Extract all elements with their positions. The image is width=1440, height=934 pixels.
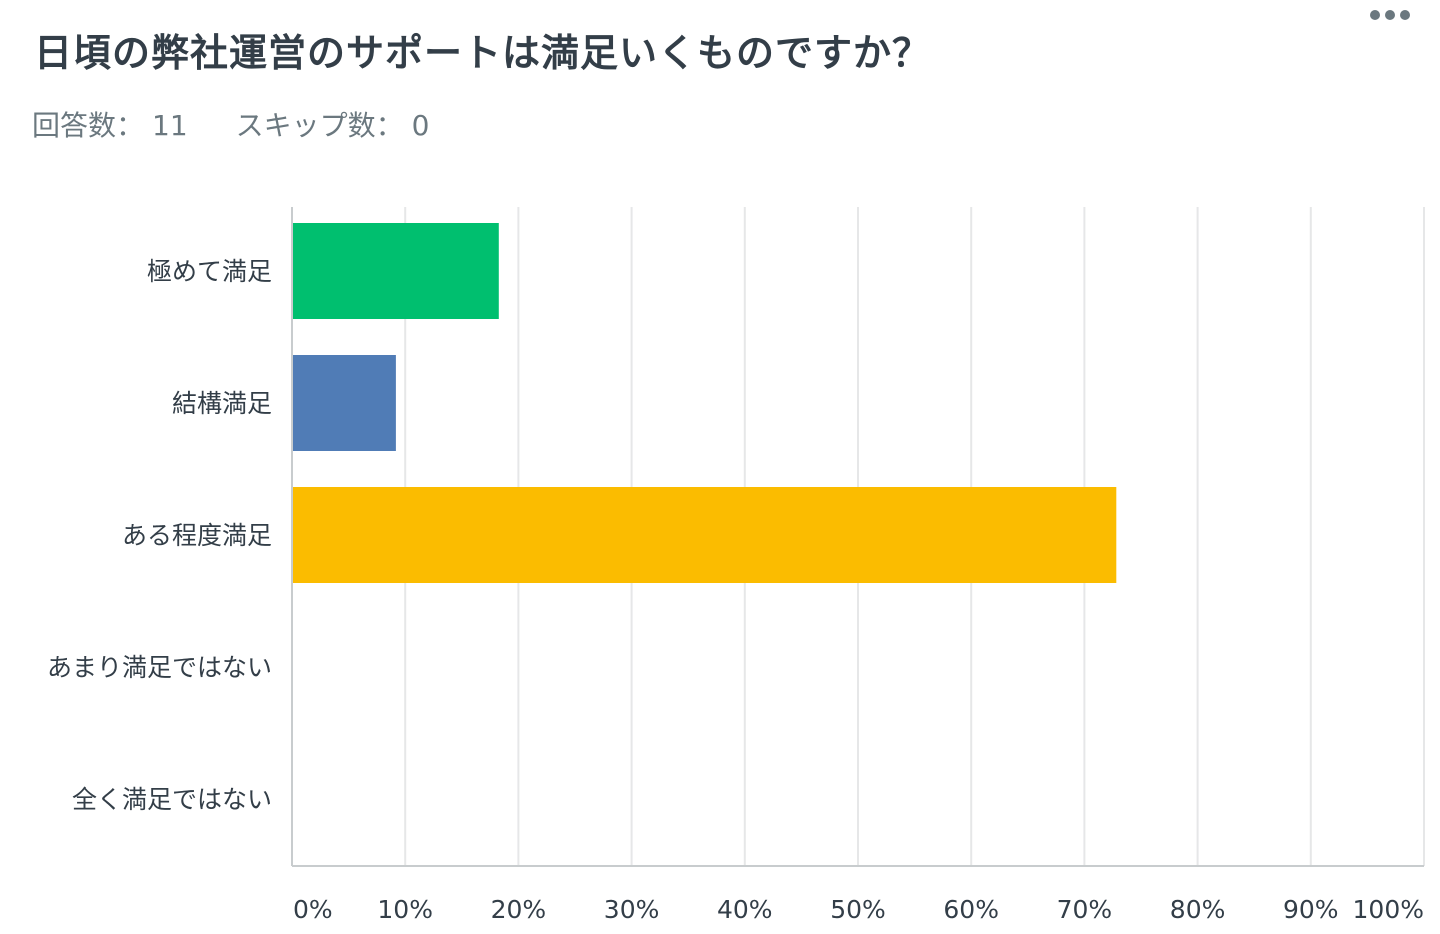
responses-count: 11: [152, 109, 188, 142]
x-tick-label: 90%: [1283, 895, 1339, 924]
category-label: 全く満足ではない: [72, 785, 272, 814]
x-tick-label: 80%: [1170, 895, 1226, 924]
responses-label: 回答数：: [32, 109, 145, 142]
x-tick-label: 20%: [491, 895, 547, 924]
category-label: 結構満足: [172, 389, 272, 418]
bar: [293, 487, 1117, 583]
response-stats: 回答数： 11 スキップ数： 0: [32, 104, 438, 144]
skipped-label: スキップ数：: [235, 109, 404, 142]
bar: [293, 355, 396, 451]
category-label: あまり満足ではない: [47, 653, 272, 682]
question-title: 日頃の弊社運営のサポートは満足いくものですか？: [34, 31, 932, 75]
category-label: ある程度満足: [122, 521, 272, 550]
more-options-icon[interactable]: [1370, 10, 1410, 20]
skipped-count: 0: [411, 109, 430, 142]
x-tick-label: 50%: [830, 895, 886, 924]
x-tick-label: 10%: [377, 895, 433, 924]
x-tick-label: 0%: [293, 895, 333, 924]
x-tick-label: 60%: [943, 895, 999, 924]
x-tick-label: 70%: [1057, 895, 1113, 924]
category-label: 極めて満足: [147, 257, 272, 286]
x-tick-label: 100%: [1353, 895, 1424, 924]
bar: [293, 223, 499, 319]
x-tick-label: 40%: [717, 895, 773, 924]
x-tick-label: 30%: [604, 895, 660, 924]
